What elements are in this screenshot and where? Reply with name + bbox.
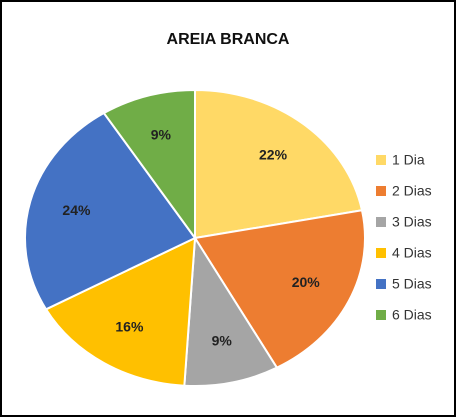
legend-label: 3 Dias bbox=[392, 214, 432, 230]
data-label: 16% bbox=[115, 319, 144, 335]
pie-slice bbox=[24, 111, 197, 311]
legend-swatch bbox=[376, 310, 386, 320]
data-label: 20% bbox=[292, 274, 321, 290]
data-label: 9% bbox=[212, 333, 233, 349]
legend-label: 1 Dia bbox=[392, 152, 425, 168]
legend-label: 2 Dias bbox=[392, 183, 432, 199]
legend-swatch bbox=[376, 186, 386, 196]
pie-slice bbox=[193, 209, 366, 369]
legend-swatch bbox=[376, 155, 386, 165]
legend-label: 6 Dias bbox=[392, 307, 432, 323]
legend-swatch bbox=[376, 248, 386, 258]
legend-label: 5 Dias bbox=[392, 276, 432, 292]
legend-swatch bbox=[376, 217, 386, 227]
data-label: 9% bbox=[151, 126, 172, 142]
pie-slice bbox=[194, 88, 364, 240]
legend-label: 4 Dias bbox=[392, 245, 432, 261]
pie-slice bbox=[102, 88, 196, 242]
chart-title: AREIA BRANCA bbox=[167, 31, 290, 48]
pie-slice bbox=[183, 234, 279, 387]
pie-slice bbox=[44, 236, 197, 387]
data-label: 22% bbox=[259, 147, 288, 163]
data-label: 24% bbox=[62, 202, 91, 218]
legend-swatch bbox=[376, 279, 386, 289]
